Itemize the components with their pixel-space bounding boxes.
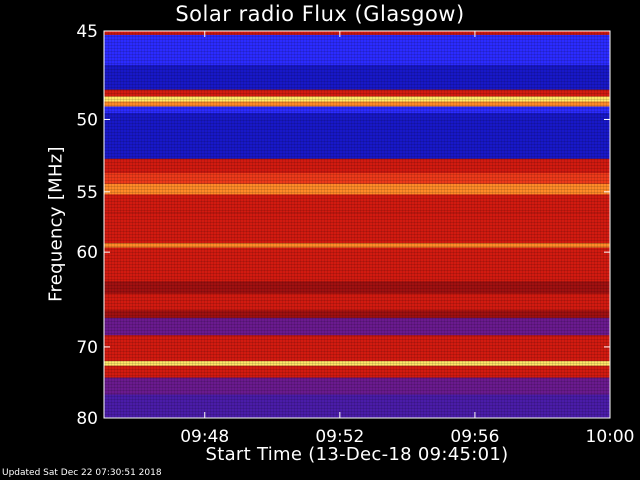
chart-title: Solar radio Flux (Glasgow) [175,2,465,26]
horizontal-noise-stripes [104,31,610,418]
y-tick-label: 60 [76,243,98,263]
y-tick-label: 45 [76,22,98,42]
y-tick-label: 70 [76,338,98,358]
plot-frame [103,30,611,419]
x-tick-label: 10:00 [586,427,635,447]
x-tick-label: 09:52 [315,427,364,447]
x-tick-label: 09:48 [180,427,229,447]
y-ticks: 45 50 55 60 70 80 [76,22,610,429]
updated-timestamp: Updated Sat Dec 22 07:30:51 2018 [2,468,162,478]
y-tick-label: 80 [76,409,98,429]
y-tick-label: 50 [76,110,98,130]
x-ticks: 09:48 09:52 09:56 10:00 [180,31,635,447]
y-tick-label: 55 [76,183,98,203]
x-tick-label: 09:56 [450,427,499,447]
x-axis-label: Start Time (13-Dec-18 09:45:01) [205,444,509,465]
axes [103,30,611,419]
noise-texture [104,31,610,418]
